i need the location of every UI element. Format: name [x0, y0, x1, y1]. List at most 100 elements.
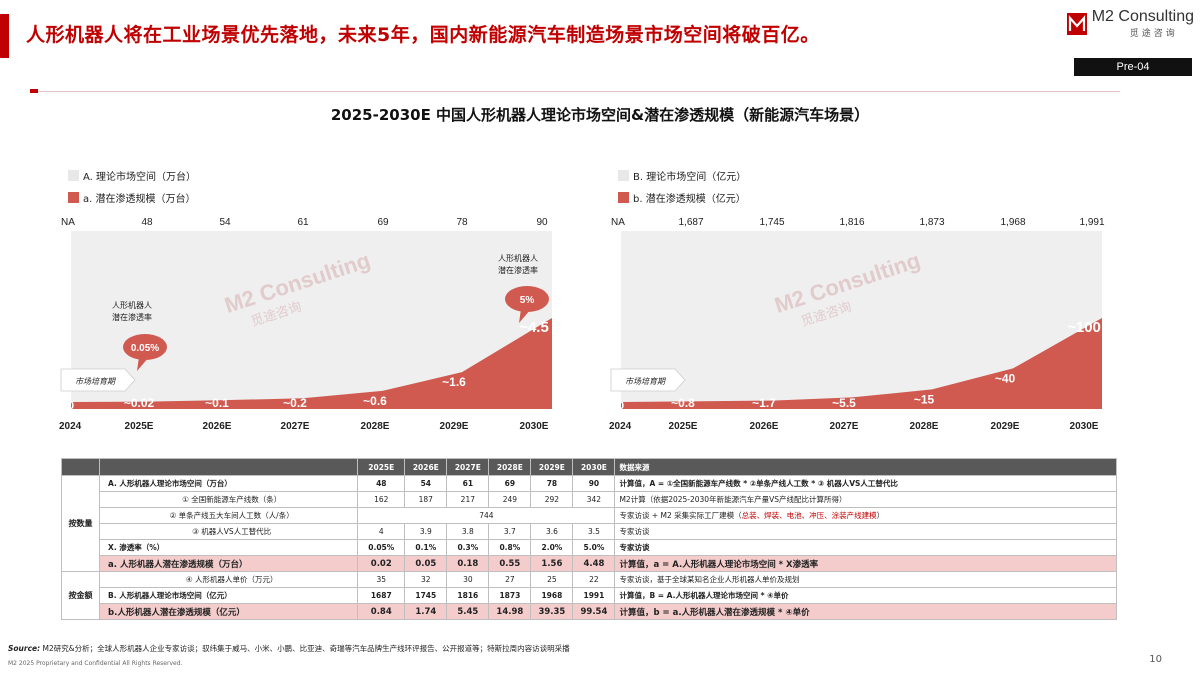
chart-2-top-value-1: 1,687	[678, 217, 703, 228]
chart-1-legend-label-2: a. 潜在渗透规模（万台）	[83, 192, 196, 205]
row-value-2027E: 5.45	[446, 603, 490, 620]
chart-2-x-tick-0: 2024	[609, 421, 632, 432]
table-row: 按数量 A. 人形机器人理论市场空间（万台） 48 54 61 69 78 90 计算值，A =…	[60, 475, 1117, 572]
chart-1-callout-tail-1	[137, 357, 149, 371]
row-value-2029E: 1968	[530, 587, 574, 604]
row-value-2027E: 30	[446, 571, 490, 588]
row-value-2029E: 1.56	[530, 555, 574, 572]
chart-1-data-label-0: 0	[68, 400, 74, 412]
row-source: 计算值，B = A.人形机器人理论市场空间 * ④单价	[614, 587, 1117, 604]
row-value-2029E: 39.35	[530, 603, 574, 620]
chart-1-top-value-4: 69	[377, 217, 389, 228]
row-value-2030E: 4.48	[572, 555, 616, 572]
chart-2-top-value-6: 1,991	[1079, 217, 1104, 228]
chart-2-top-value-5: 1,968	[1000, 217, 1025, 228]
chart-1-callout-value-1: 0.05%	[131, 343, 159, 354]
chart-1-top-value-2: 54	[219, 217, 231, 228]
header-year-2026E: 2026E	[404, 458, 448, 476]
row-value-2026E: 187	[404, 491, 448, 508]
row-source: M2计算（依据2025-2030年新能源汽车产量VS产线配比计算所得）	[614, 491, 1117, 508]
row-value-2027E: 0.3%	[446, 539, 490, 556]
row-value-2030E: 3.5	[572, 523, 616, 540]
row-value-2026E: 0.1%	[404, 539, 448, 556]
row-value-2029E: 25	[530, 571, 574, 588]
row-value-2025E: 0.02	[357, 555, 406, 572]
table-row: ② 单条产线五大车间人工数（人/条） 744 专家访谈 + M2 采集实际工厂建模（…	[62, 507, 1117, 524]
row-label: ① 全国新能源车产线数（条）	[99, 491, 359, 508]
company-logo: M2 Consulting 觅途咨询	[1066, 8, 1194, 39]
data-table: 2025E 2026E 2027E 2028E 2029E 2030E 数据来源 按数量 A. …	[60, 458, 1117, 620]
chart-1-callout-tail-2	[519, 309, 531, 323]
chart-2-legend-swatch-1	[618, 170, 629, 181]
row-value-2030E: 342	[572, 491, 616, 508]
row-label: X. 渗透率（%）	[99, 539, 359, 556]
row-value-2029E: 2.0%	[530, 539, 574, 556]
row-label: B. 人形机器人理论市场空间（亿元）	[99, 587, 359, 604]
row-value-2028E: 14.98	[488, 603, 532, 620]
header-blank-cat	[60, 458, 101, 476]
row-value-2027E: 1816	[446, 587, 490, 604]
table-header-row: 2025E 2026E 2027E 2028E 2029E 2030E 数据来源	[60, 458, 1117, 476]
chart-1-x-tick-5: 2029E	[440, 421, 469, 432]
row-source: 专家访谈 + M2 采集实际工厂建模（总装、焊装、电池、冲压、涂装产线建模）	[614, 507, 1117, 524]
chart-2-legend-label-2: b. 潜在渗透规模（亿元）	[633, 192, 746, 205]
chart-1-x-tick-3: 2027E	[281, 421, 310, 432]
table-row: ① 全国新能源车产线数（条） 162 187 217 249 292 342 M2计算（依据2…	[62, 491, 1117, 508]
chart-1-callout-bubble-1	[123, 334, 167, 360]
page-headline: 人形机器人将在工业场景优先落地，未来5年，国内新能源汽车制造场景市场空间将破百亿…	[26, 24, 820, 46]
chart-2-penetration-area	[621, 318, 1102, 409]
header-year-2030E: 2030E	[572, 458, 616, 476]
table-row: a. 人形机器人潜在渗透规模（万台） 0.02 0.05 0.18 0.55 1.56 4.…	[62, 555, 1117, 572]
chart-2-top-value-0: NA	[611, 217, 625, 228]
row-value-2030E: 99.54	[572, 603, 616, 620]
chart-1-data-label-6: ~4.5	[519, 319, 549, 336]
chart-2-x-tick-6: 2030E	[1070, 421, 1099, 432]
chart-1-theoretical-space-area	[71, 231, 552, 409]
callout-note-left-2: 人形机器人 潜在渗透率	[498, 254, 538, 275]
row-value-2028E: 0.55	[488, 555, 532, 572]
row-value-2030E: 5.0%	[572, 539, 616, 556]
row-value-2028E: 0.8%	[488, 539, 532, 556]
row-value-2025E: 35	[357, 571, 406, 588]
chart-1-x-tick-1: 2025E	[125, 421, 154, 432]
chart-1-data-label-3: ~0.2	[283, 396, 307, 410]
chart-2-x-tick-3: 2027E	[830, 421, 859, 432]
row-value-2026E: 54	[404, 475, 448, 492]
accent-bar	[0, 14, 9, 58]
row-value-2025E: 48	[357, 475, 406, 492]
chart-2-x-tick-2: 2026E	[750, 421, 779, 432]
row-value-2030E: 90	[572, 475, 616, 492]
row-source: 专家访谈	[614, 523, 1117, 540]
row-value-2028E: 3.7	[488, 523, 532, 540]
chart-1-top-value-5: 78	[456, 217, 468, 228]
row-value-2028E: 1873	[488, 587, 532, 604]
chart-2-stage-label: 市场培育期	[625, 377, 666, 386]
chart-2-data-label-0: 0	[618, 400, 624, 412]
row-value-2025E: 162	[357, 491, 406, 508]
row-value-2025E: 0.84	[357, 603, 406, 620]
row-source: 专家访谈	[614, 539, 1117, 556]
chart-1-stage-label: 市场培育期	[75, 377, 116, 386]
chart-2-data-label-3: ~5.5	[832, 396, 856, 410]
source-text: M2研究&分析；全球人形机器人企业专家访谈；驭纬集于威马、小米、小鹏、比亚迪、奇…	[42, 644, 570, 653]
chart-2-data-label-6: ~100	[1067, 319, 1101, 336]
row-value-2028E: 249	[488, 491, 532, 508]
chart-1-top-value-6: 90	[536, 217, 548, 228]
table-row: ③ 机器人VS人工替代比 4 3.9 3.8 3.7 3.6 3.5 专家访谈	[62, 523, 1117, 540]
chart-2-stage-arrow	[610, 368, 686, 392]
chart-2-data-label-2: ~1.7	[752, 396, 776, 410]
row-label: ② 单条产线五大车间人工数（人/条）	[99, 507, 359, 524]
chart-1-x-tick-2: 2026E	[203, 421, 232, 432]
chart-1-top-value-3: 61	[297, 217, 309, 228]
chart-1-legend-swatch-1	[68, 170, 79, 181]
chart-1-x-tick-4: 2028E	[361, 421, 390, 432]
callout-note-left-1: 人形机器人 潜在渗透率	[112, 301, 152, 322]
row-label: b.人形机器人潜在渗透规模（亿元）	[99, 603, 359, 620]
page-tag: Pre-04	[1074, 58, 1192, 76]
row-value-2026E: 1.74	[404, 603, 448, 620]
row-value-2025E: 1687	[357, 587, 406, 604]
row-value-2029E: 292	[530, 491, 574, 508]
logo-name: M2 Consulting	[1091, 8, 1194, 25]
table-row: b.人形机器人潜在渗透规模（亿元） 0.84 1.74 5.45 14.98 39.35 9…	[62, 603, 1117, 620]
chart-1-callout-bubble-2	[505, 286, 549, 312]
